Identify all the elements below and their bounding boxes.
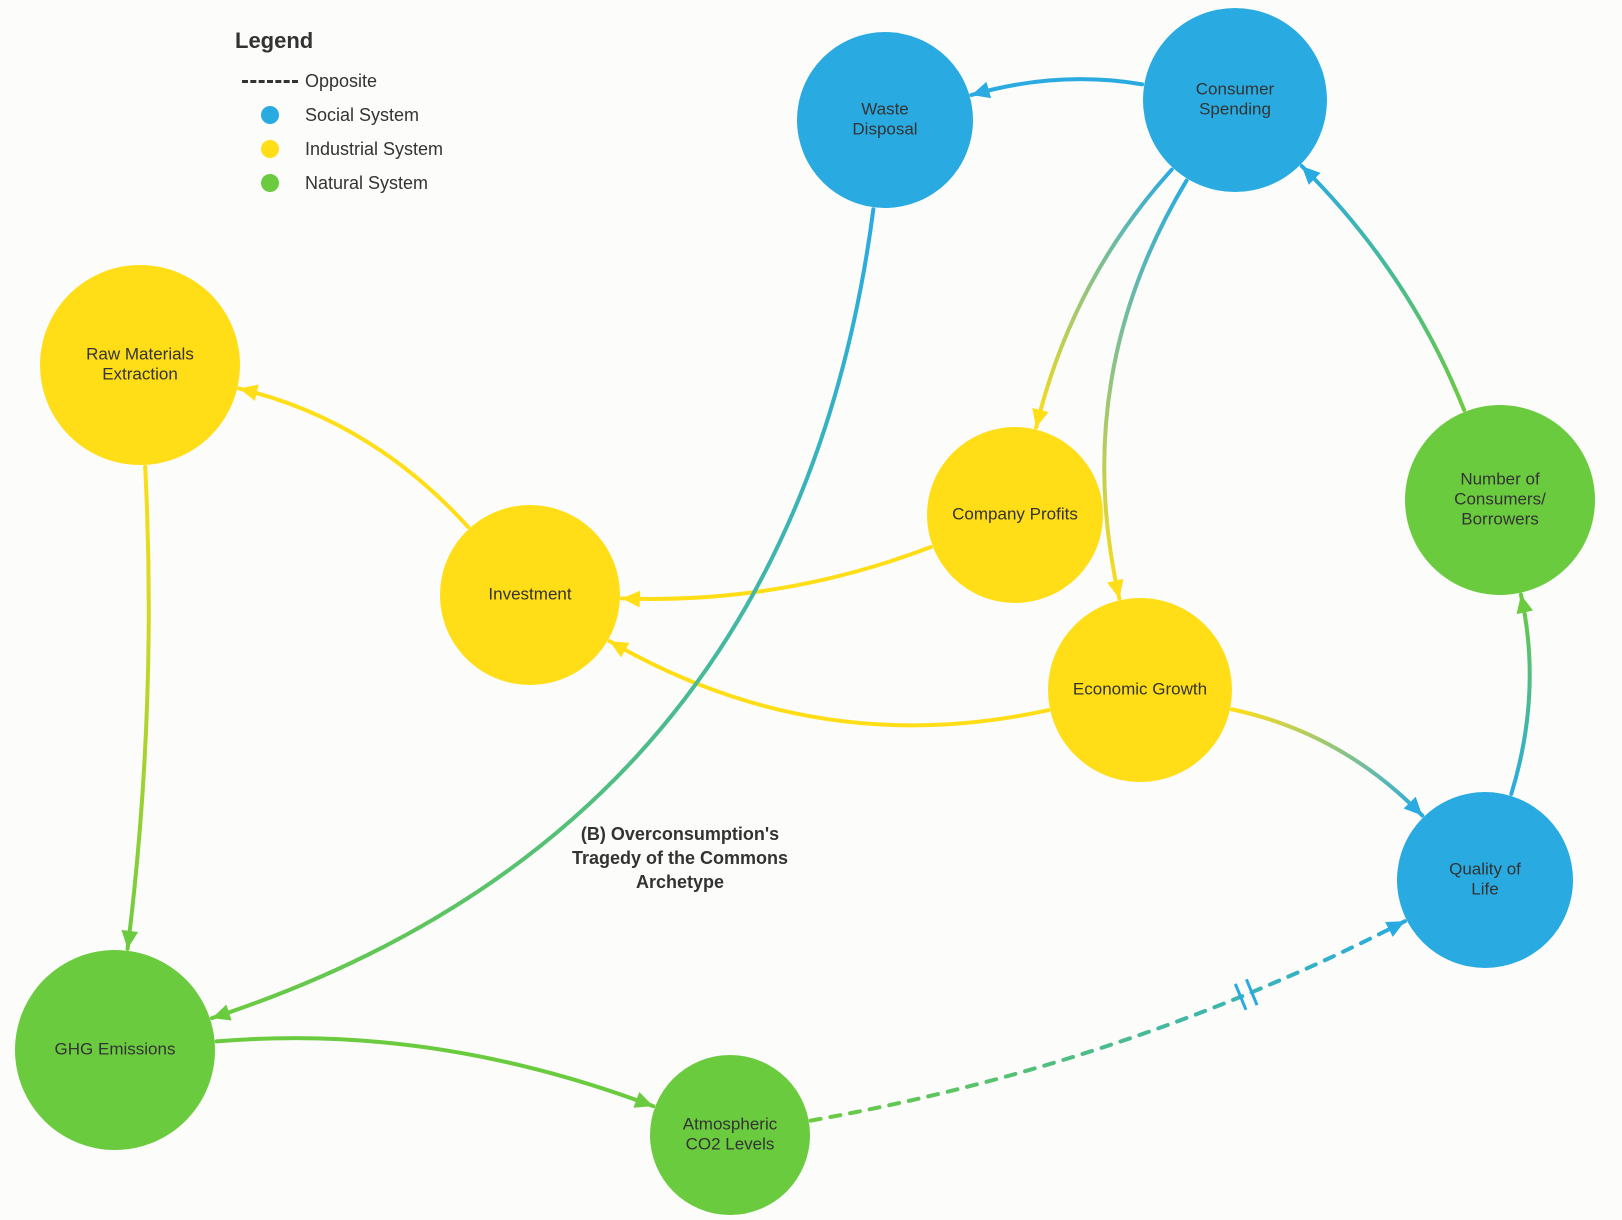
legend-dash-icon [235, 80, 305, 83]
node-label: Waste [861, 99, 909, 118]
caption: (B) Overconsumption's [581, 824, 779, 844]
legend-dot-icon [235, 106, 305, 124]
legend-row: Opposite [235, 64, 443, 98]
legend-label: Industrial System [305, 139, 443, 160]
legend-row: Natural System [235, 166, 443, 200]
edge [217, 1038, 654, 1106]
node-quality-of-life: Quality ofLife [1397, 792, 1573, 968]
edge [1302, 166, 1464, 410]
node-label: Disposal [852, 119, 917, 138]
arrowhead-icon [239, 385, 258, 401]
arrowhead-icon [1032, 408, 1048, 427]
caption: Tragedy of the Commons [572, 848, 788, 868]
legend: Legend Opposite Social System Industrial S… [235, 28, 443, 200]
node-label: Investment [488, 584, 571, 603]
edge [971, 79, 1142, 95]
node-label: CO2 Levels [686, 1134, 775, 1153]
node-investment: Investment [440, 505, 620, 685]
arrowhead-icon [622, 591, 640, 608]
node-label: Atmospheric [683, 1114, 778, 1133]
edge [622, 547, 931, 599]
node-label: Consumers/ [1454, 489, 1546, 508]
legend-label: Social System [305, 105, 419, 126]
legend-row: Social System [235, 98, 443, 132]
node-waste-disposal: WasteDisposal [797, 32, 973, 208]
node-label: Spending [1199, 99, 1271, 118]
node-atm-co2: AtmosphericCO2 Levels [650, 1055, 810, 1215]
node-label: Raw Materials [86, 344, 194, 363]
edge [239, 389, 468, 527]
edge [1036, 170, 1172, 428]
node-ghg-emissions: GHG Emissions [15, 950, 215, 1150]
node-num-consumers: Number ofConsumers/Borrowers [1405, 405, 1595, 595]
legend-label: Natural System [305, 173, 428, 194]
arrowhead-icon [1107, 579, 1123, 598]
node-economic-growth: Economic Growth [1048, 598, 1232, 782]
node-label: Number of [1460, 469, 1540, 488]
edge [128, 467, 149, 949]
edge [811, 921, 1405, 1120]
node-raw-materials: Raw MaterialsExtraction [40, 265, 240, 465]
node-label: Life [1471, 879, 1498, 898]
legend-dot-icon [235, 140, 305, 158]
node-label: Borrowers [1461, 509, 1538, 528]
edge [1232, 709, 1422, 815]
legend-dot-icon [235, 174, 305, 192]
node-label: GHG Emissions [55, 1039, 176, 1058]
node-label: Economic Growth [1073, 679, 1207, 698]
caption: Archetype [636, 872, 724, 892]
arrowhead-icon [633, 1092, 653, 1108]
node-label: Consumer [1196, 79, 1275, 98]
arrowhead-icon [1517, 595, 1533, 614]
arrowhead-icon [212, 1005, 232, 1021]
node-label: Quality of [1449, 859, 1521, 878]
legend-title: Legend [235, 28, 443, 54]
node-consumer-spending: ConsumerSpending [1143, 8, 1327, 192]
edge [1511, 595, 1529, 794]
node-company-profits: Company Profits [927, 427, 1103, 603]
legend-label: Opposite [305, 71, 377, 92]
legend-row: Industrial System [235, 132, 443, 166]
node-label: Company Profits [952, 504, 1078, 523]
node-label: Extraction [102, 364, 178, 383]
